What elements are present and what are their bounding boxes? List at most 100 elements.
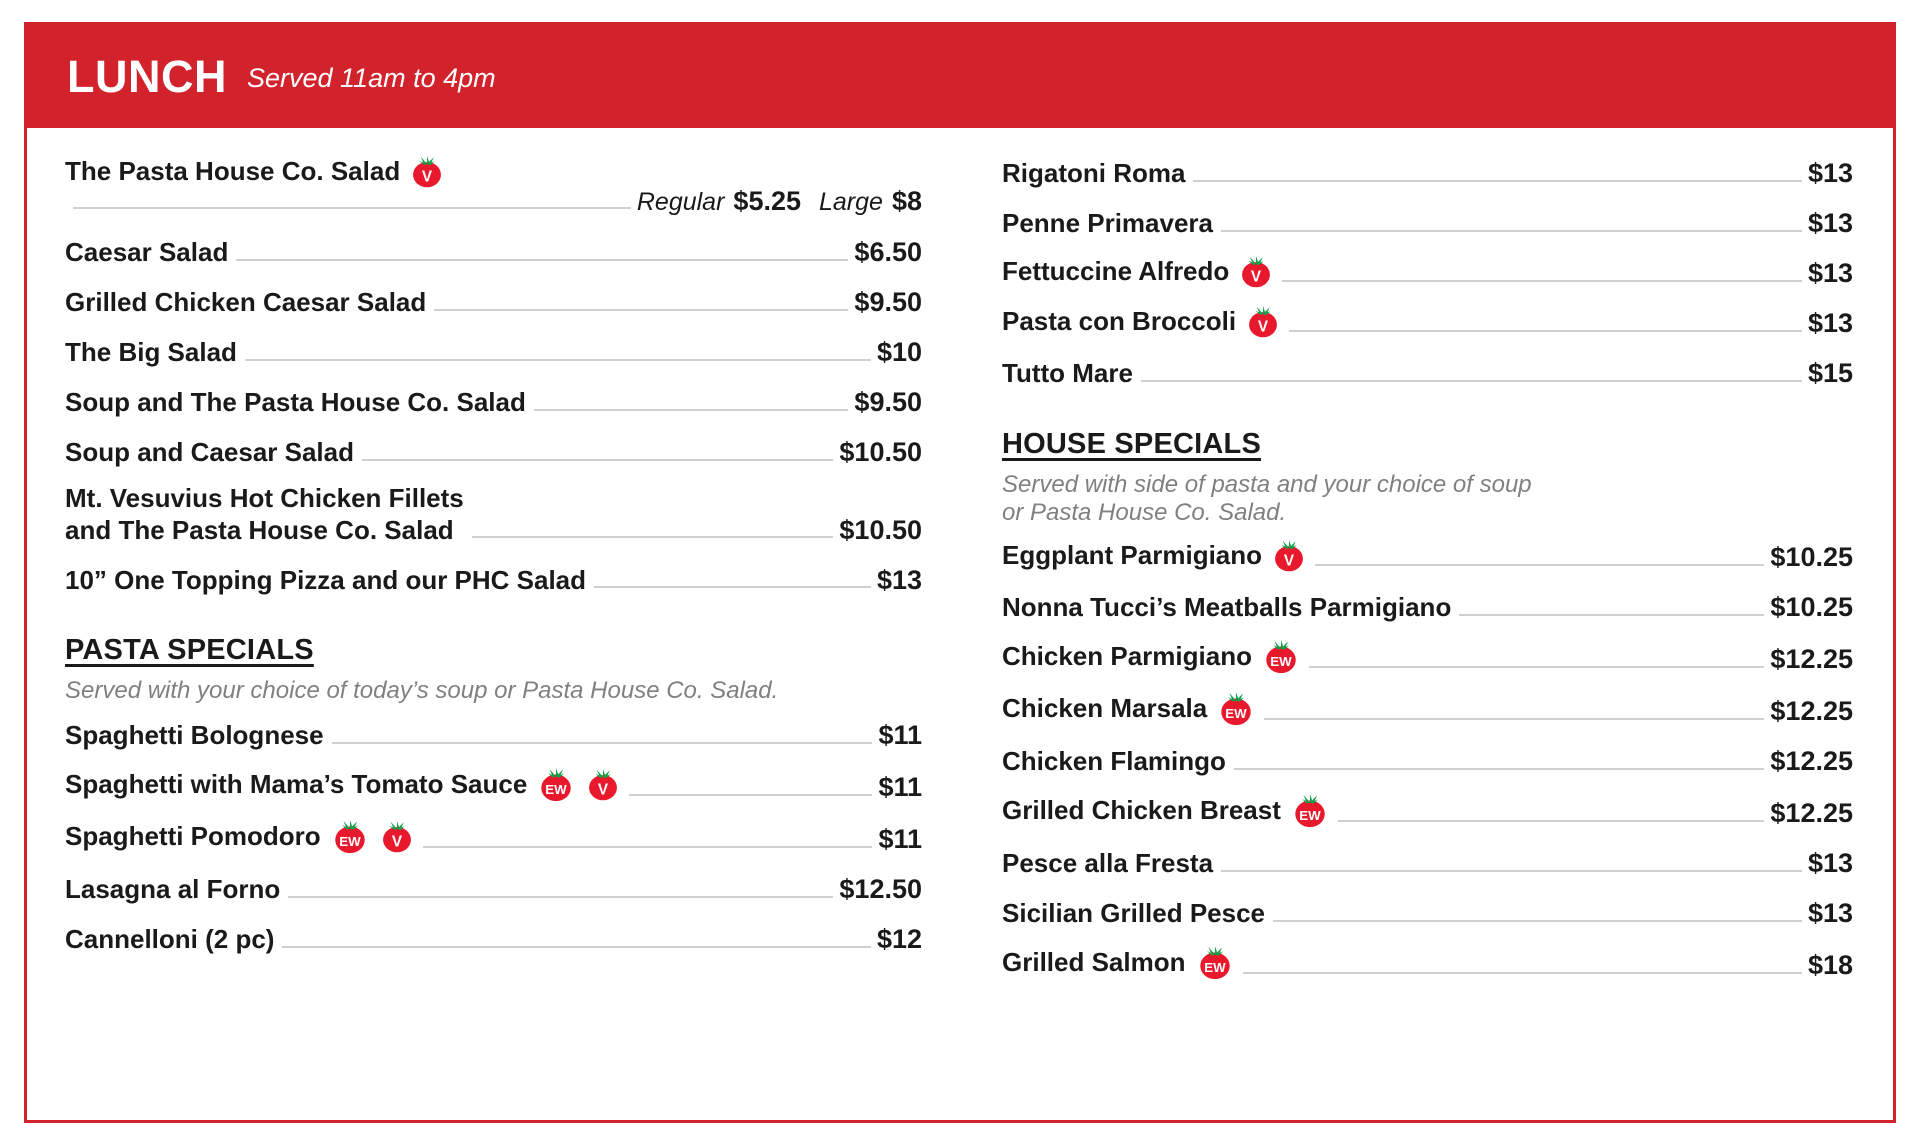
menu-item-price: $12.50: [839, 873, 922, 904]
price-leader-line: [1221, 230, 1802, 232]
menu-item-row[interactable]: Eggplant Parmigiano V $10.25: [1002, 538, 1853, 574]
menu-item-name: The Big Salad: [65, 337, 237, 369]
menu-item-name-text: Tutto Mare: [1002, 358, 1133, 389]
menu-item-row[interactable]: Mt. Vesuvius Hot Chicken Fillets and The …: [65, 483, 922, 546]
tomato-vegetarian-icon: V: [585, 767, 621, 803]
menu-item-name-text: Spaghetti Bolognese: [65, 720, 324, 751]
menu-item-row[interactable]: The Big Salad $10: [65, 333, 922, 369]
size-price: $5.25: [733, 186, 801, 216]
menu-item-row[interactable]: Soup and The Pasta House Co. Salad $9.50: [65, 383, 922, 419]
menu-item-row[interactable]: Fettuccine Alfredo V $13: [1002, 254, 1853, 290]
menu-item-name-text: Grilled Chicken Breast: [1002, 794, 1281, 825]
menu-item-price: $18: [1807, 949, 1853, 980]
menu-item-name: The Pasta House Co. Salad V: [65, 154, 445, 190]
tomato-vegetarian-icon: V: [1245, 304, 1281, 340]
menu-item-row[interactable]: Grilled Salmon EW $18: [1002, 944, 1853, 982]
menu-item-row[interactable]: Spaghetti with Mama’s Tomato Sauce EW V $11: [65, 766, 922, 804]
menu-item-row[interactable]: Spaghetti Bolognese $11: [65, 716, 922, 752]
menu-item-row[interactable]: Lasagna al Forno $12.50: [65, 870, 922, 906]
tomato-eatwell-icon: EW: [1261, 638, 1301, 676]
tomato-eatwell-icon: EW: [536, 766, 576, 804]
svg-text:V: V: [1251, 268, 1262, 285]
size-price-row: Regular $5.25 Large $8: [65, 186, 922, 217]
price-leader-line: [1308, 665, 1765, 668]
menu-item-price: $13: [1807, 897, 1853, 928]
tomato-vegetarian-icon: V: [409, 154, 445, 190]
menu-item-row[interactable]: Cannelloni (2 pc) $12: [65, 920, 922, 956]
menu-item-row[interactable]: Chicken Marsala EW $12.25: [1002, 690, 1853, 728]
svg-text:V: V: [392, 833, 403, 850]
menu-item-price: $12.25: [1770, 643, 1853, 674]
menu-item-name: Soup and Caesar Salad: [65, 437, 354, 469]
menu-item-name: 10” One Topping Pizza and our PHC Salad: [65, 565, 586, 597]
menu-item-price: $13: [1807, 158, 1853, 189]
menu-item-row[interactable]: Grilled Chicken Caesar Salad $9.50: [65, 283, 922, 319]
tomato-vegetarian-icon: V: [1271, 538, 1307, 574]
tomato-vegetarian-icon: V: [1238, 254, 1274, 290]
svg-text:EW: EW: [1299, 808, 1321, 823]
menu-item-price: $10.50: [839, 514, 922, 545]
menu-item-row[interactable]: Tutto Mare $15: [1002, 354, 1853, 390]
menu-item-price: $13: [1807, 208, 1853, 239]
menu-item-row[interactable]: Soup and Caesar Salad $10.50: [65, 433, 922, 469]
menu-item-name-text: The Big Salad: [65, 337, 237, 368]
price-leader-line: [1289, 330, 1802, 332]
price-leader-line: [288, 895, 834, 898]
menu-item-row[interactable]: Rigatoni Roma $13: [1002, 154, 1853, 190]
menu-item-name: Pesce alla Fresta: [1002, 848, 1213, 880]
menu-item-price: $11: [878, 771, 922, 802]
menu-item-name: Sicilian Grilled Pesce: [1002, 898, 1265, 930]
price-leader-line: [533, 409, 849, 411]
menu-item-price: $13: [876, 564, 922, 595]
price-leader-line: [1193, 180, 1802, 182]
menu-item-price: $9.50: [854, 387, 922, 418]
menu-item-price: $10: [876, 337, 922, 368]
menu-item-row[interactable]: Chicken Flamingo $12.25: [1002, 742, 1853, 778]
menu-item-name-text: Grilled Salmon: [1002, 946, 1186, 977]
menu-item-row[interactable]: 10” One Topping Pizza and our PHC Salad $…: [65, 560, 922, 596]
menu-item-price: $6.50: [854, 237, 922, 268]
menu-item-row[interactable]: Spaghetti Pomodoro EW V $11: [65, 818, 922, 856]
menu-item-row[interactable]: Caesar Salad $6.50: [65, 233, 922, 269]
menu-column-left: The Pasta House Co. Salad V Regular $5.25 La…: [27, 154, 960, 1110]
menu-item-name-text: Penne Primavera: [1002, 208, 1214, 239]
menu-item-row[interactable]: The Pasta House Co. Salad V: [65, 154, 922, 190]
menu-item-row[interactable]: Penne Primavera $13: [1002, 204, 1853, 240]
menu-item-name: Spaghetti Pomodoro EW V: [65, 818, 415, 856]
menu-item-row[interactable]: Grilled Chicken Breast EW $12.25: [1002, 792, 1853, 830]
price-leader-line: [1273, 919, 1802, 922]
menu-item-price: $13: [1807, 308, 1853, 339]
tomato-vegetarian-icon: V: [379, 819, 415, 855]
price-leader-line: [629, 793, 873, 796]
menu-item-name: Spaghetti Bolognese: [65, 720, 324, 752]
menu-item-name-text: Sicilian Grilled Pesce: [1002, 897, 1266, 928]
menu-item-name: Grilled Chicken Breast EW: [1002, 792, 1330, 830]
menu-item-row[interactable]: Nonna Tucci’s Meatballs Parmigiano $10.25: [1002, 588, 1853, 624]
menu-item-name: Chicken Parmigiano EW: [1002, 638, 1301, 676]
price-leader-line: [471, 536, 834, 539]
menu-item-row[interactable]: Pesce alla Fresta $13: [1002, 844, 1853, 880]
menu-item-name: Grilled Salmon EW: [1002, 944, 1235, 982]
menu-item-price: $13: [1807, 847, 1853, 878]
menu-item-name-text: Soup and Caesar Salad: [65, 437, 354, 468]
section-note-house-specials: Served with side of pasta and your choic…: [1002, 471, 1532, 527]
menu-item-price: $12.25: [1770, 745, 1853, 776]
price-leader-line: [1221, 869, 1802, 872]
menu-item-name-text: Spaghetti Pomodoro: [65, 820, 321, 851]
svg-text:EW: EW: [546, 782, 568, 797]
menu-item-name: Caesar Salad: [65, 237, 228, 269]
menu-header: LUNCH Served 11am to 4pm: [27, 25, 1893, 128]
menu-item-row[interactable]: Pasta con Broccoli V $13: [1002, 304, 1853, 340]
svg-text:V: V: [598, 781, 609, 798]
menu-item-name-text: Grilled Chicken Caesar Salad: [65, 287, 427, 318]
tomato-eatwell-icon: EW: [1216, 690, 1256, 728]
menu-item-price: $12.25: [1770, 695, 1853, 726]
menu-item-row[interactable]: Sicilian Grilled Pesce $13: [1002, 894, 1853, 930]
tomato-eatwell-icon: EW: [330, 818, 370, 856]
size-label: Large: [819, 188, 883, 216]
menu-item-price: $12: [876, 923, 922, 954]
menu-item-row[interactable]: Chicken Parmigiano EW $12.25: [1002, 638, 1853, 676]
menu-item-name: Cannelloni (2 pc): [65, 924, 274, 956]
menu-item-price: $13: [1807, 258, 1853, 289]
header-subtitle: Served 11am to 4pm: [246, 63, 496, 93]
